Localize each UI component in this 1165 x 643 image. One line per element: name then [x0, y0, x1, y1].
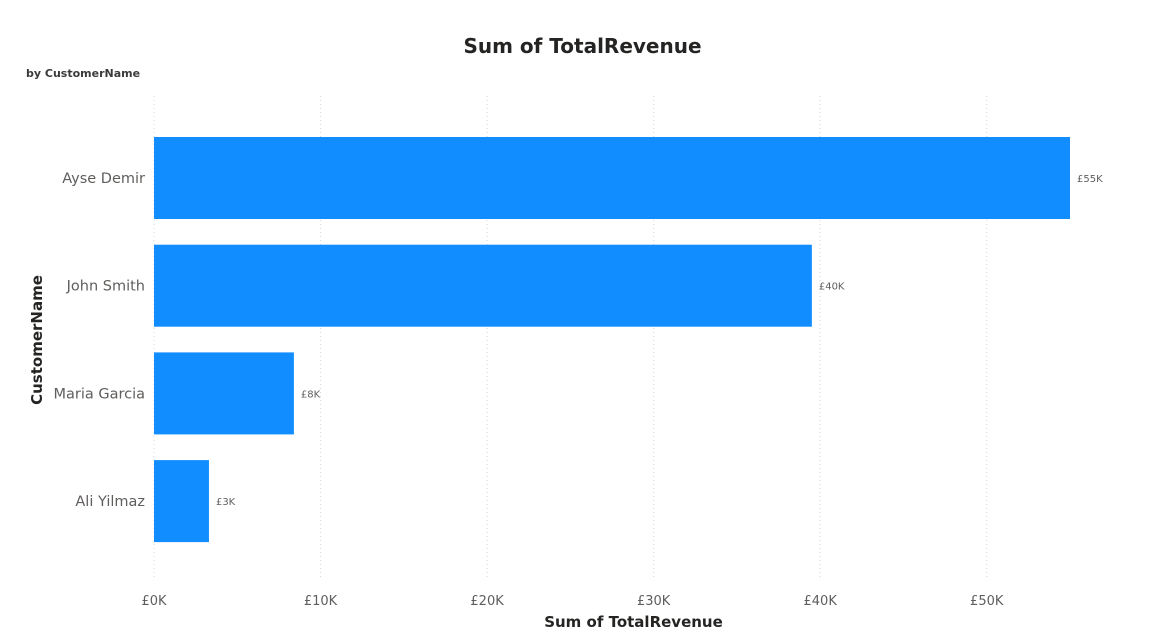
- data-label: £55K: [1077, 174, 1103, 185]
- chart-subtitle: by CustomerName: [26, 67, 141, 80]
- x-tick-label: £0K: [141, 594, 167, 609]
- chart-title: Sum of TotalRevenue: [463, 34, 702, 58]
- x-tick-label: £20K: [470, 594, 504, 609]
- bar: [154, 352, 294, 435]
- bar: [154, 244, 812, 327]
- x-tick-label: £30K: [637, 594, 671, 609]
- x-tick-label: £40K: [804, 594, 838, 609]
- y-category-label: Ali Yilmaz: [75, 494, 145, 510]
- y-category-label: Maria Garcia: [53, 386, 145, 402]
- data-label: £8K: [301, 389, 321, 400]
- data-label: £3K: [216, 497, 236, 508]
- y-category-label: Ayse Demir: [62, 171, 145, 187]
- y-axis-title: CustomerName: [28, 275, 46, 405]
- x-tick-label: £10K: [304, 594, 338, 609]
- data-label: £40K: [819, 282, 845, 293]
- x-axis-title: Sum of TotalRevenue: [544, 613, 723, 631]
- bar: [154, 137, 1070, 219]
- y-category-label: John Smith: [66, 279, 145, 295]
- x-tick-label: £50K: [970, 594, 1004, 609]
- bar: [154, 460, 209, 543]
